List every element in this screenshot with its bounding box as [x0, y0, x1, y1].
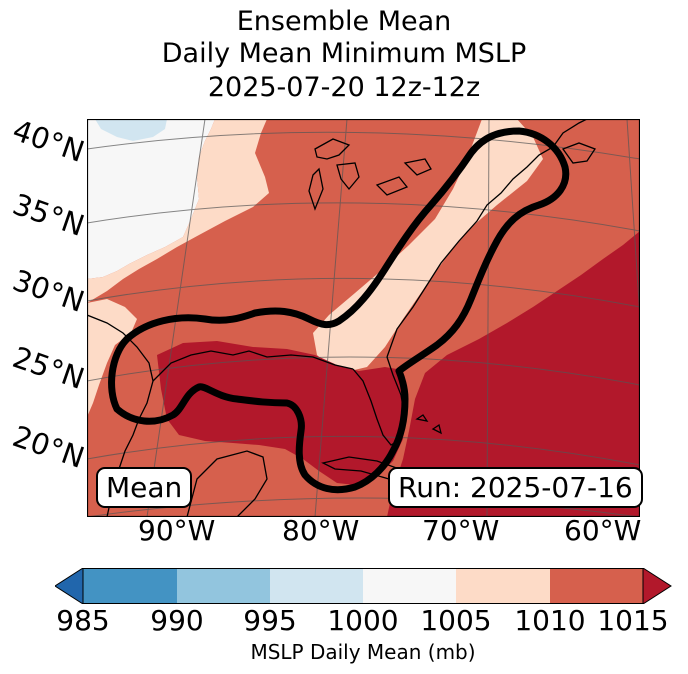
colorbar-tick-1015: 1015: [597, 604, 669, 637]
title-line-3: 2025-07-20 12z-12z: [207, 72, 481, 103]
lat-label-40n: 40°N: [8, 112, 89, 169]
mslp-contour-line: [108, 127, 570, 494]
title-line-1: Ensemble Mean: [236, 6, 452, 37]
lon-label-90w: 90°W: [138, 514, 216, 547]
colorbar-tick-995: 995: [243, 604, 297, 637]
colorbar-tick-1005: 1005: [420, 604, 492, 637]
map-panel: [87, 119, 640, 517]
field-band-1000-1005: [87, 119, 215, 279]
run-date-label-box: Run: 2025-07-16: [388, 467, 643, 508]
colorbar-over-arrow: [642, 568, 672, 604]
lon-label-80w: 80°W: [282, 514, 360, 547]
colorbar-label: MSLP Daily Mean (mb): [250, 640, 476, 664]
field-band-over-1015-gulf: [157, 341, 405, 485]
colorbar-swatch-985-990: [83, 568, 177, 604]
colorbar-swatch-995-1000: [270, 568, 363, 604]
colorbar-swatch-990-995: [177, 568, 270, 604]
colorbar-swatch-1000-1005: [363, 568, 456, 604]
colorbar-swatch-1010-1015: [550, 568, 643, 604]
colorbar-tick-1000: 1000: [327, 604, 399, 637]
mean-label-box: Mean: [96, 467, 193, 508]
colorbar-tick-985: 985: [56, 604, 110, 637]
colorbar-swatch-1005-1010: [456, 568, 550, 604]
lat-label-20n: 20°N: [8, 418, 89, 475]
colorbar: [55, 568, 672, 604]
colorbar-frame: [82, 568, 644, 604]
field-band-995-1000: [95, 119, 167, 141]
colorbar-tick-1010: 1010: [514, 604, 586, 637]
field-band-1005-1010-west: [87, 299, 137, 417]
colorbar-tick-990: 990: [150, 604, 204, 637]
lon-label-60w: 60°W: [564, 514, 642, 547]
lon-label-70w: 70°W: [422, 514, 500, 547]
field-band-over-1015-atlantic: [387, 231, 640, 517]
lat-label-30n: 30°N: [8, 262, 89, 319]
lat-label-25n: 25°N: [8, 339, 89, 396]
map-frame: [87, 119, 640, 517]
colorbar-under-arrow: [55, 568, 84, 604]
title-line-2: Daily Mean Minimum MSLP: [161, 38, 527, 69]
graticule: [87, 119, 640, 517]
field-band-1005-1010-north: [87, 119, 269, 303]
field-band-1005-1010-coast: [313, 119, 543, 374]
lat-label-35n: 35°N: [8, 186, 89, 243]
